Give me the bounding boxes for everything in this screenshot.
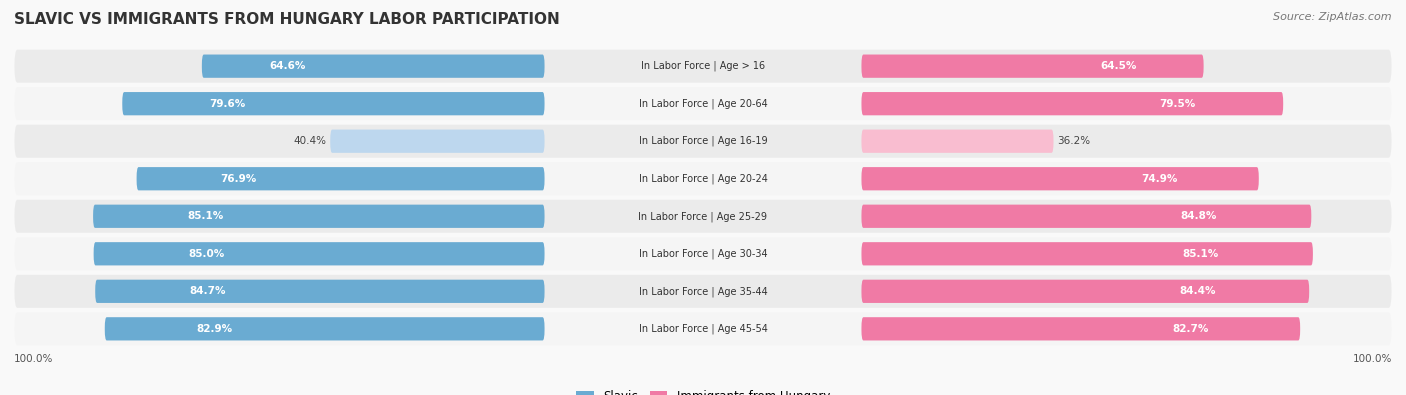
FancyBboxPatch shape [93, 205, 544, 228]
Text: 74.9%: 74.9% [1142, 174, 1178, 184]
Text: In Labor Force | Age 25-29: In Labor Force | Age 25-29 [638, 211, 768, 222]
FancyBboxPatch shape [122, 92, 544, 115]
Text: 100.0%: 100.0% [1353, 354, 1392, 364]
Text: 85.1%: 85.1% [188, 211, 224, 221]
FancyBboxPatch shape [202, 55, 544, 78]
Text: In Labor Force | Age > 16: In Labor Force | Age > 16 [641, 61, 765, 71]
FancyBboxPatch shape [136, 167, 544, 190]
Text: 36.2%: 36.2% [1057, 136, 1090, 146]
Text: 40.4%: 40.4% [294, 136, 326, 146]
FancyBboxPatch shape [862, 205, 1312, 228]
FancyBboxPatch shape [96, 280, 544, 303]
Text: 84.7%: 84.7% [190, 286, 226, 296]
FancyBboxPatch shape [14, 125, 1392, 158]
Text: In Labor Force | Age 20-24: In Labor Force | Age 20-24 [638, 173, 768, 184]
FancyBboxPatch shape [14, 237, 1392, 270]
Text: 82.9%: 82.9% [197, 324, 233, 334]
FancyBboxPatch shape [862, 167, 1258, 190]
Text: 79.6%: 79.6% [209, 99, 246, 109]
Text: 76.9%: 76.9% [221, 174, 257, 184]
Text: 64.6%: 64.6% [270, 61, 305, 71]
FancyBboxPatch shape [14, 275, 1392, 308]
FancyBboxPatch shape [14, 312, 1392, 345]
Text: 64.5%: 64.5% [1099, 61, 1136, 71]
Text: In Labor Force | Age 20-64: In Labor Force | Age 20-64 [638, 98, 768, 109]
FancyBboxPatch shape [862, 92, 1284, 115]
FancyBboxPatch shape [862, 55, 1204, 78]
FancyBboxPatch shape [330, 130, 544, 153]
Text: 100.0%: 100.0% [14, 354, 53, 364]
FancyBboxPatch shape [14, 162, 1392, 195]
FancyBboxPatch shape [94, 242, 544, 265]
Text: 85.0%: 85.0% [188, 249, 225, 259]
Text: 84.4%: 84.4% [1180, 286, 1216, 296]
Text: SLAVIC VS IMMIGRANTS FROM HUNGARY LABOR PARTICIPATION: SLAVIC VS IMMIGRANTS FROM HUNGARY LABOR … [14, 12, 560, 27]
Text: In Labor Force | Age 45-54: In Labor Force | Age 45-54 [638, 324, 768, 334]
Text: Source: ZipAtlas.com: Source: ZipAtlas.com [1274, 12, 1392, 22]
FancyBboxPatch shape [14, 87, 1392, 120]
FancyBboxPatch shape [105, 317, 544, 340]
Text: In Labor Force | Age 30-34: In Labor Force | Age 30-34 [638, 248, 768, 259]
Text: In Labor Force | Age 16-19: In Labor Force | Age 16-19 [638, 136, 768, 147]
FancyBboxPatch shape [862, 130, 1053, 153]
Legend: Slavic, Immigrants from Hungary: Slavic, Immigrants from Hungary [571, 385, 835, 395]
Text: In Labor Force | Age 35-44: In Labor Force | Age 35-44 [638, 286, 768, 297]
FancyBboxPatch shape [14, 50, 1392, 83]
Text: 85.1%: 85.1% [1182, 249, 1218, 259]
FancyBboxPatch shape [14, 200, 1392, 233]
FancyBboxPatch shape [862, 280, 1309, 303]
FancyBboxPatch shape [862, 317, 1301, 340]
Text: 79.5%: 79.5% [1160, 99, 1197, 109]
Text: 82.7%: 82.7% [1173, 324, 1209, 334]
FancyBboxPatch shape [862, 242, 1313, 265]
Text: 84.8%: 84.8% [1181, 211, 1218, 221]
